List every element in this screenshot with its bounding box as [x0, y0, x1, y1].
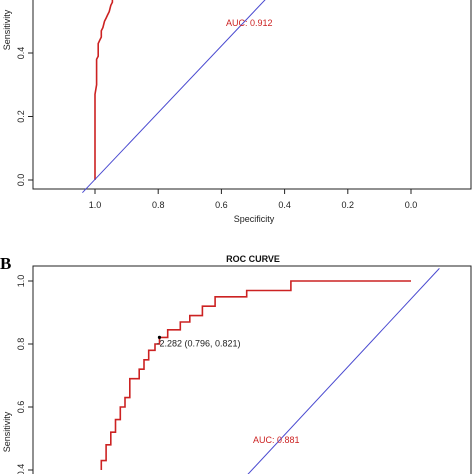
y-tick-label-b: 0.8 — [16, 338, 26, 351]
chart-title-b: ROC CURVE — [226, 254, 280, 264]
roc-panel-b: B ROC CURVE Sensitivity 0.4 0.6 0.8 1.0 -2.… — [0, 254, 472, 474]
b-reference-line — [247, 268, 440, 474]
x-tick-label-a: 1.0 — [89, 200, 102, 210]
y-tick-label-a: 0.2 — [16, 110, 26, 123]
roc-panel-a: Sensitivity Specificity 1.0 0.8 0.6 0.4 0.2 0… — [2, 0, 472, 224]
y-tick-label-b: 0.6 — [16, 401, 26, 414]
series-b — [100, 268, 440, 474]
x-ticks-a: 1.0 0.8 0.6 0.4 0.2 0.0 — [89, 189, 418, 210]
plot-frame-b — [32, 265, 472, 474]
x-tick-label-a: 0.6 — [215, 200, 228, 210]
series-a — [82, 0, 266, 194]
y-tick-label-b: 1.0 — [16, 275, 26, 288]
y-tick-label-a: 0.0 — [16, 174, 26, 187]
b-roc-line — [100, 280, 411, 470]
cutoff-label: -2.282 (0.796, 0.821) — [156, 338, 240, 348]
x-tick-label-a: 0.0 — [405, 200, 418, 210]
auc-label-a: AUC: 0.912 — [226, 18, 273, 28]
y-tick-label-a: 0.4 — [16, 47, 26, 60]
panel-label-b: B — [0, 254, 11, 273]
y-ticks-a: 0.0 0.2 0.4 — [16, 47, 33, 187]
x-tick-label-a: 0.2 — [342, 200, 355, 210]
x-tick-label-a: 0.8 — [152, 200, 165, 210]
ylabel-b: Sensitivity — [2, 411, 12, 452]
cutoff-point — [157, 335, 162, 339]
ylabel-a: Sensitivity — [2, 9, 12, 50]
auc-label-b: AUC: 0.881 — [253, 435, 300, 445]
y-ticks-b: 0.4 0.6 0.8 1.0 — [16, 275, 33, 474]
a-roc-line — [94, 0, 114, 180]
a-reference-line — [82, 0, 266, 194]
y-tick-label-b: 0.4 — [16, 464, 26, 474]
plot-frame-a — [32, 0, 472, 190]
xlabel-a: Specificity — [234, 214, 275, 224]
x-tick-label-a: 0.4 — [278, 200, 291, 210]
